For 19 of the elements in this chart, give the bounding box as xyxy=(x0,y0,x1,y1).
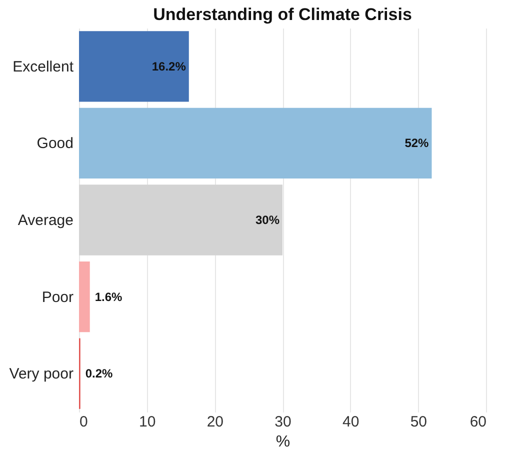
x-tick-label: 60 xyxy=(470,414,486,430)
y-tick-label: Very poor xyxy=(9,366,74,383)
y-tick-label: Poor xyxy=(42,288,74,306)
data-label: 30% xyxy=(255,213,280,227)
x-tick-label: 10 xyxy=(138,414,156,430)
x-tick-label: 0 xyxy=(80,414,88,430)
y-tick-label: Good xyxy=(36,135,74,152)
x-tick-label: 40 xyxy=(342,414,360,430)
data-label: 16.2% xyxy=(152,59,186,74)
x-tick-label: 30 xyxy=(274,414,292,430)
data-label: 52% xyxy=(404,136,430,150)
x-tick-label: 50 xyxy=(410,414,428,430)
y-tick-label: Excellent xyxy=(12,58,74,76)
y-tick-label: Average xyxy=(18,212,74,229)
x-tick-label: 20 xyxy=(206,414,224,430)
chart-title: Understanding of Climate Crisis xyxy=(153,5,412,24)
x-axis-title: % xyxy=(276,434,290,450)
data-label: 1.6% xyxy=(94,290,123,304)
data-label: 0.2% xyxy=(85,366,114,381)
